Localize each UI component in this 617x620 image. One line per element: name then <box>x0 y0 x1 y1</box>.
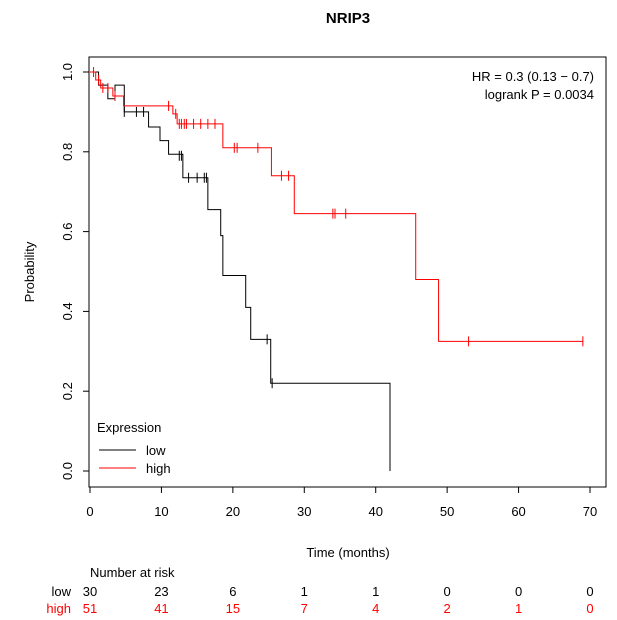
x-tick-label: 30 <box>297 504 311 519</box>
risk-count-high: 0 <box>586 601 593 616</box>
x-tick-label: 70 <box>583 504 597 519</box>
risk-count-low: 1 <box>301 584 308 599</box>
risk-count-high: 2 <box>444 601 451 616</box>
x-tick-label: 50 <box>440 504 454 519</box>
x-tick-label: 10 <box>154 504 168 519</box>
legend-label-low: low <box>146 443 166 458</box>
survival-curves <box>90 67 584 471</box>
y-tick-label: 0.2 <box>60 382 75 400</box>
x-tick-label: 40 <box>368 504 382 519</box>
risk-row-label-high: high <box>46 601 71 616</box>
risk-count-high: 51 <box>83 601 97 616</box>
y-tick-label: 0.4 <box>60 302 75 320</box>
risk-count-low: 0 <box>444 584 451 599</box>
plot-frame <box>88 56 607 488</box>
logrank-annotation: logrank P = 0.0034 <box>485 87 594 102</box>
risk-count-low: 23 <box>154 584 168 599</box>
risk-count-high: 41 <box>154 601 168 616</box>
hr-annotation: HR = 0.3 (0.13 − 0.7) <box>472 69 594 84</box>
y-tick-label: 1.0 <box>60 63 75 81</box>
risk-table-title: Number at risk <box>90 565 175 580</box>
risk-count-low: 1 <box>372 584 379 599</box>
risk-count-high: 4 <box>372 601 379 616</box>
risk-count-low: 0 <box>515 584 522 599</box>
risk-table: low 30 23 6 1 1 0 0 0 high 51 41 15 7 4 2 1 0 <box>46 584 593 616</box>
risk-row-label-low: low <box>51 584 71 599</box>
x-tick-label: 60 <box>511 504 525 519</box>
survival-line-high <box>90 71 583 342</box>
x-axis-label: Time (months) <box>306 545 389 560</box>
risk-count-high: 15 <box>226 601 240 616</box>
chart-title: NRIP3 <box>326 10 370 27</box>
legend: Expression low high <box>97 420 171 476</box>
risk-count-low: 30 <box>83 584 97 599</box>
y-tick-label: 0.6 <box>60 223 75 241</box>
x-tick-label: 20 <box>226 504 240 519</box>
risk-count-low: 0 <box>586 584 593 599</box>
risk-count-high: 7 <box>301 601 308 616</box>
x-axis: 0 10 20 30 40 50 60 70 <box>86 486 597 519</box>
legend-label-high: high <box>146 461 171 476</box>
x-tick-label: 0 <box>86 504 93 519</box>
y-axis-label: Probability <box>22 241 37 302</box>
risk-count-high: 1 <box>515 601 522 616</box>
legend-title: Expression <box>97 420 161 435</box>
risk-count-low: 6 <box>229 584 236 599</box>
y-axis: 0.0 0.2 0.4 0.6 0.8 1.0 <box>60 63 90 480</box>
survival-line-low <box>90 71 391 471</box>
y-tick-label: 0.8 <box>60 143 75 161</box>
y-tick-label: 0.0 <box>60 462 75 480</box>
